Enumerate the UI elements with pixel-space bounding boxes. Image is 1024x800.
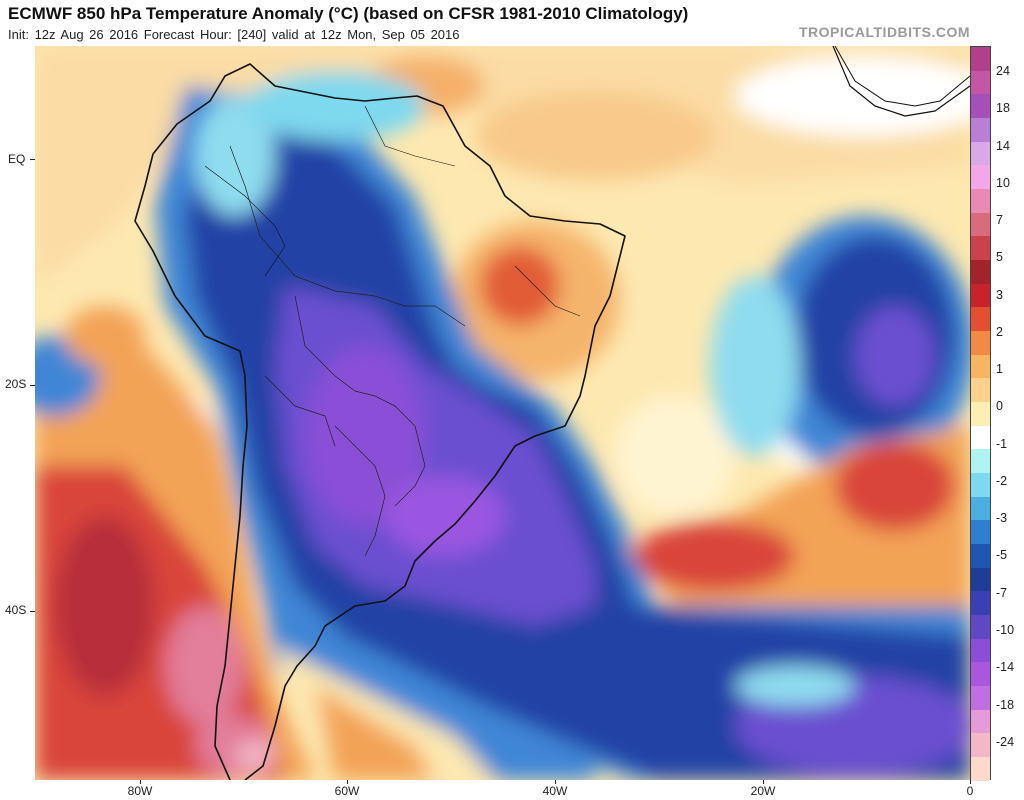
colorbar-swatch [971,425,990,450]
lon-label-80w: 80W [127,784,153,798]
colorbar-swatch [971,94,990,119]
colorbar-label: 3 [996,287,1003,302]
lat-tick [30,611,35,612]
map-subtitle: Init: 12z Aug 26 2016 Forecast Hour: [24… [8,27,460,42]
lon-label-0: 0 [966,784,974,798]
coastline [134,46,970,780]
colorbar-swatch [971,236,990,261]
colorbar-swatch [971,686,990,710]
colorbar-label: 24 [996,64,1010,78]
colorbar-swatch [971,473,990,497]
colorbar-swatch [971,496,990,521]
colorbar-swatch [971,283,990,308]
colorbar-swatch [971,378,990,403]
colorbar-legend [970,46,991,781]
lat-label-eq: EQ [8,152,26,166]
colorbar-label: -24 [996,734,1015,749]
colorbar-swatch [971,189,990,213]
anomaly-field [35,46,970,780]
map-title: ECMWF 850 hPa Temperature Anomaly (°C) (… [8,4,689,23]
colorbar-swatch [971,141,990,166]
colorbar-swatch [971,212,990,237]
colorbar-label: -14 [996,660,1015,675]
lon-tick [140,780,141,784]
internal-borders [204,105,581,317]
colorbar-label: 18 [996,101,1010,116]
colorbar-label: -3 [996,511,1008,526]
colorbar-label: -10 [996,623,1015,637]
lat-tick [30,159,35,160]
lon-tick [555,780,556,784]
colorbar-label: -1 [996,436,1008,451]
colorbar-swatch [971,709,990,734]
colorbar-label: 0 [996,399,1003,414]
lon-tick [970,780,971,784]
colorbar-label: -2 [996,473,1008,488]
colorbar-label: -7 [996,585,1008,600]
colorbar-swatch [971,165,990,190]
colorbar-swatch [971,354,990,379]
colorbar-label: -18 [996,697,1015,712]
colorbar-swatch [971,70,990,95]
colorbar-label: 10 [996,175,1010,190]
lon-tick [347,780,348,784]
lon-tick [763,780,764,784]
colorbar-swatch [971,757,990,781]
colorbar-swatch [971,520,990,545]
colorbar-label: 5 [996,250,1003,265]
colorbar-label: 14 [996,138,1010,153]
lat-tick [30,385,35,386]
colorbar-label: 1 [996,362,1003,377]
colorbar-swatch [971,544,990,568]
colorbar-swatch [971,638,990,663]
colorbar-swatch [971,615,990,639]
colorbar-label: 2 [996,324,1003,339]
colorbar-swatch [971,567,990,592]
lon-label-40w: 40W [542,784,568,798]
colorbar-swatch [971,733,990,758]
colorbar-label: 7 [996,213,1003,228]
colorbar-swatch [971,402,990,426]
lon-label-20w: 20W [750,784,776,798]
colorbar-swatch [971,331,990,355]
temperature-anomaly-map [35,46,970,780]
colorbar-swatch [971,307,990,332]
colorbar-swatch [971,118,990,142]
colorbar-label: -5 [996,548,1008,563]
lat-label-40s: 40S [5,603,27,617]
colorbar-swatch [971,591,990,616]
credit-text: TROPICALTIDBITS.COM [798,24,970,40]
colorbar-swatch [971,260,990,284]
lon-label-60w: 60W [334,784,360,798]
colorbar-swatch [971,662,990,687]
colorbar-swatch [971,47,990,71]
lat-label-20s: 20S [5,377,27,391]
colorbar-swatch [971,449,990,474]
